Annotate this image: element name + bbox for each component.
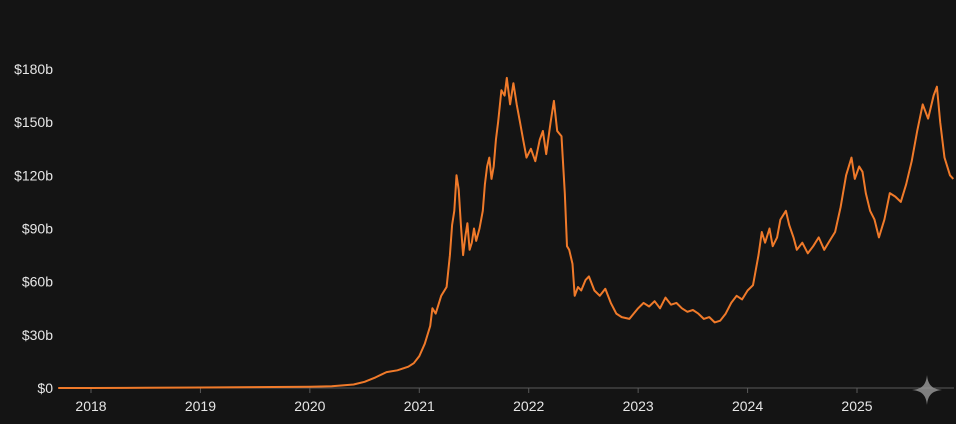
y-tick-label: $180b: [14, 61, 53, 77]
x-tick-label: 2024: [732, 398, 763, 414]
series-line: [58, 76, 955, 389]
sparkle-icon: [912, 375, 942, 410]
x-axis: 2018 2019 2020 2021 2022 2023 2024 2025: [75, 388, 873, 414]
x-tick-label: 2021: [404, 398, 435, 414]
y-tick-label: $0: [37, 380, 53, 396]
x-tick-label: 2022: [513, 398, 544, 414]
y-tick-label: $150b: [14, 114, 53, 130]
y-tick-label: $120b: [14, 167, 53, 183]
x-tick-label: 2023: [623, 398, 654, 414]
y-tick-label: $60b: [22, 274, 53, 290]
x-tick-label: 2018: [75, 398, 106, 414]
x-tick-label: 2025: [841, 398, 872, 414]
x-tick-label: 2020: [294, 398, 325, 414]
y-tick-label: $90b: [22, 221, 53, 237]
y-tick-label: $30b: [22, 327, 53, 343]
x-tick-label: 2019: [185, 398, 216, 414]
y-axis: $0 $30b $60b $90b $120b $150b $180b: [14, 61, 53, 396]
